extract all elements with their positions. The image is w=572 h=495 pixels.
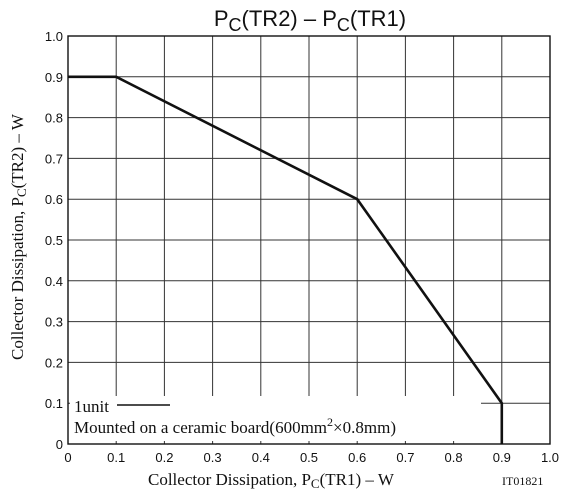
figure-id: IT01821 — [502, 474, 543, 488]
annotation-unit: 1unit — [74, 397, 109, 416]
grid — [68, 36, 550, 444]
x-tick-label: 0 — [64, 450, 71, 465]
x-axis-label: Collector Dissipation, PC(TR1) – W — [148, 470, 395, 491]
series-line — [68, 75, 504, 444]
y-tick-label: 1.0 — [45, 29, 63, 44]
annotation-board: Mounted on a ceramic board(600mm2×0.8mm) — [74, 415, 396, 437]
y-tick-label: 0.3 — [45, 315, 63, 330]
y-axis-label: Collector Dissipation, PC(TR2) – W — [8, 113, 29, 360]
y-tick-label: 0.4 — [45, 274, 63, 289]
y-tick-label: 0.2 — [45, 355, 63, 370]
y-tick-label: 0.5 — [45, 233, 63, 248]
y-tick-label: 0 — [56, 437, 63, 452]
x-tick-label: 0.4 — [252, 450, 270, 465]
x-tick-label: 0.3 — [204, 450, 222, 465]
x-tick-label: 0.7 — [396, 450, 414, 465]
x-tick-label: 0.8 — [445, 450, 463, 465]
annotation-backdrop — [70, 396, 481, 441]
x-tick-label: 1.0 — [541, 450, 559, 465]
tick-labels: 0 0.1 0.2 0.3 0.4 0.5 0.6 0.7 0.8 0.9 1.0 0 0.1 0.2 0.… — [45, 29, 559, 465]
chart-title: PC(TR2) – PC(TR1) — [214, 6, 406, 35]
x-tick-label: 0.1 — [107, 450, 125, 465]
x-tick-label: 0.5 — [300, 450, 318, 465]
x-tick-label: 0.2 — [155, 450, 173, 465]
x-tick-label: 0.6 — [348, 450, 366, 465]
y-tick-label: 0.8 — [45, 111, 63, 126]
y-tick-label: 0.7 — [45, 151, 63, 166]
y-tick-label: 0.1 — [45, 396, 63, 411]
y-tick-label: 0.6 — [45, 192, 63, 207]
plot-frame — [67, 35, 551, 445]
x-tick-label: 0.9 — [493, 450, 511, 465]
y-tick-label: 0.9 — [45, 70, 63, 85]
series — [68, 75, 504, 444]
